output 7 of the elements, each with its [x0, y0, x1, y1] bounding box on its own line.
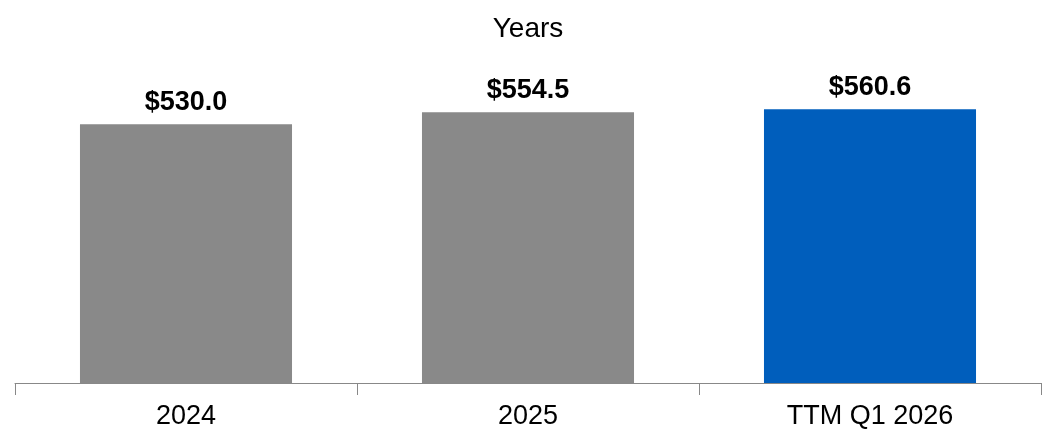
chart-title: Years: [492, 11, 564, 43]
x-tick-label: 2024: [155, 399, 217, 430]
data-label: $554.5: [486, 73, 570, 104]
x-tick-label: TTM Q1 2026: [786, 399, 954, 430]
x-tick-label: 2025: [497, 399, 559, 430]
data-label: $530.0: [144, 85, 228, 116]
data-label: $560.6: [828, 70, 912, 101]
